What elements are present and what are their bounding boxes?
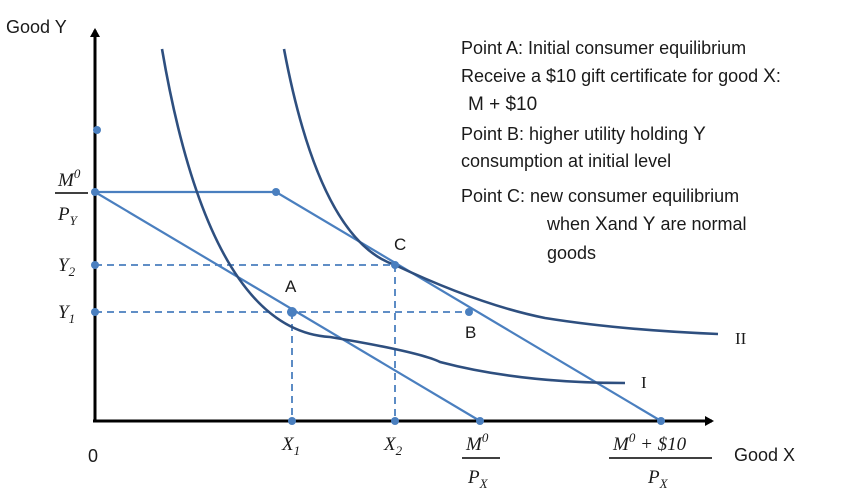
m10-numerator-m: M: [612, 434, 630, 455]
y-intercept-den-sub: Y: [70, 213, 79, 228]
axis-marker-dot: [93, 126, 101, 134]
note-point-b-line1: Point B: higher utility holding Y: [461, 124, 706, 145]
y-intercept-numerator: M: [57, 170, 75, 191]
m10-px-label: M0 + $10 PX: [609, 430, 712, 491]
y-intercept-label: M0 PY: [55, 166, 88, 228]
curve-ii-label: II: [735, 329, 747, 348]
note-point-c-line2: when Xand Y are normal: [546, 214, 747, 235]
y2-dot: [91, 261, 99, 269]
m0-px-dot: [476, 417, 484, 425]
point-a-dot: [287, 307, 297, 317]
svg-text:M0: M0: [57, 166, 81, 191]
y-axis-label: Good Y: [6, 17, 67, 37]
note-point-c-line3: goods: [547, 243, 596, 263]
x-axis-label: Good X: [734, 445, 795, 465]
note-income: M + $10: [468, 94, 537, 115]
note-gift: Receive a $10 gift certificate for good …: [461, 66, 781, 87]
equilibrium-points: [91, 188, 665, 425]
m10-px-den-sub: X: [659, 476, 669, 491]
kink-dot: [272, 188, 280, 196]
curve-i-label: I: [641, 373, 647, 392]
x1-dot: [288, 417, 296, 425]
m0-px-denominator: P: [467, 467, 480, 488]
point-c-dot: [391, 261, 399, 269]
point-b-dot: [465, 308, 473, 316]
y2-label: Y2: [58, 255, 76, 279]
indifference-curve-i: [160, 48, 626, 385]
x2-label: X2: [383, 434, 403, 458]
initial-budget-line: [94, 191, 481, 422]
guide-lines: [95, 264, 469, 421]
y1-dot: [91, 308, 99, 316]
point-c-label: C: [394, 235, 406, 254]
y-intercept-sup: 0: [74, 166, 81, 181]
m0-sup: 0: [482, 430, 489, 445]
svg-text:M0: M0: [465, 430, 489, 455]
m0-numerator: M: [465, 434, 483, 455]
note-point-c-line1: Point C: new consumer equilibrium: [461, 186, 739, 206]
m10-numerator-rest: + $10: [635, 434, 686, 455]
svg-text:PY: PY: [57, 204, 79, 228]
y-intercept-dot: [91, 188, 99, 196]
svg-text:PX: PX: [467, 467, 489, 491]
indifference-curve-ii: [282, 48, 719, 336]
note-point-a: Point A: Initial consumer equilibrium: [461, 38, 746, 58]
m10-px-dot: [657, 417, 665, 425]
y-intercept-denominator: P: [57, 204, 70, 225]
svg-text:PX: PX: [647, 467, 669, 491]
note-point-b-line2: consumption at initial level: [461, 151, 671, 171]
m0-px-label: M0 PX: [462, 430, 500, 491]
point-b-label: B: [465, 323, 476, 342]
point-a-label: A: [285, 277, 297, 296]
m0-px-den-sub: X: [479, 476, 489, 491]
svg-text:M0 + $10: M0 + $10: [612, 430, 687, 455]
m10-numerator-sup: 0: [629, 430, 636, 445]
m10-px-denominator: P: [647, 467, 660, 488]
origin-label: 0: [88, 446, 98, 466]
annotation-notes: Point A: Initial consumer equilibrium Re…: [461, 38, 781, 263]
y1-label: Y1: [58, 302, 75, 326]
x1-label: X1: [281, 434, 300, 458]
x2-dot: [391, 417, 399, 425]
